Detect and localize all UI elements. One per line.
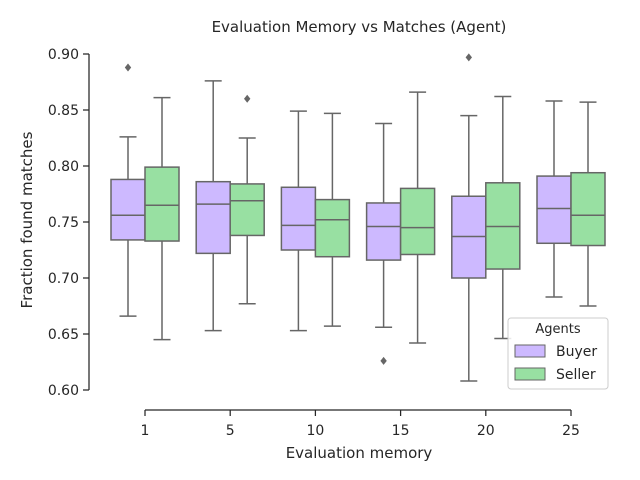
buyer-outlier-marker	[465, 53, 472, 62]
boxes-group	[110, 53, 606, 382]
seller-box	[229, 183, 265, 237]
seller-box	[144, 166, 180, 242]
legend-swatch-buyer	[514, 344, 546, 358]
y-tick-label: 0.80	[48, 159, 79, 175]
x-tick-label: 5	[226, 423, 235, 439]
y-axis-label: Fraction found matches	[18, 131, 36, 308]
buyer-box	[110, 178, 146, 241]
buyer-box	[195, 180, 231, 255]
legend: Agents Buyer Seller	[507, 317, 609, 390]
x-axis-label: Evaluation memory	[286, 444, 433, 462]
legend-title: Agents	[535, 322, 580, 337]
buyer-outlier-marker	[124, 63, 132, 72]
y-axis: 0.60 0.65 0.70 0.75 0.80 0.85 0.90	[48, 47, 90, 399]
y-tick-label: 0.90	[48, 47, 79, 63]
x-tick-label: 10	[306, 423, 324, 439]
chart-title: Evaluation Memory vs Matches (Agent)	[212, 18, 507, 36]
buyer-box	[365, 202, 402, 261]
y-tick-label: 0.60	[48, 383, 79, 399]
y-tick-label: 0.85	[48, 103, 79, 119]
x-tick-label: 15	[392, 423, 410, 439]
seller-box	[314, 198, 351, 258]
legend-label-seller: Seller	[556, 367, 596, 383]
y-tick-label: 0.70	[48, 271, 79, 287]
y-tick-label: 0.75	[48, 215, 79, 231]
x-tick-label: 25	[562, 423, 580, 439]
buyer-box	[536, 175, 572, 245]
legend-swatch-seller	[514, 367, 546, 381]
x-tick-label: 20	[477, 423, 495, 439]
seller-box	[570, 171, 606, 247]
seller-box	[399, 187, 436, 256]
legend-label-buyer: Buyer	[556, 344, 597, 360]
buyer-outlier-marker	[380, 356, 387, 365]
x-axis: 1 5 10 15 20 25	[141, 409, 580, 439]
y-tick-label: 0.65	[48, 327, 79, 343]
seller-outlier-marker	[244, 94, 251, 103]
x-tick-label: 1	[141, 423, 150, 439]
buyer-box	[280, 186, 317, 251]
